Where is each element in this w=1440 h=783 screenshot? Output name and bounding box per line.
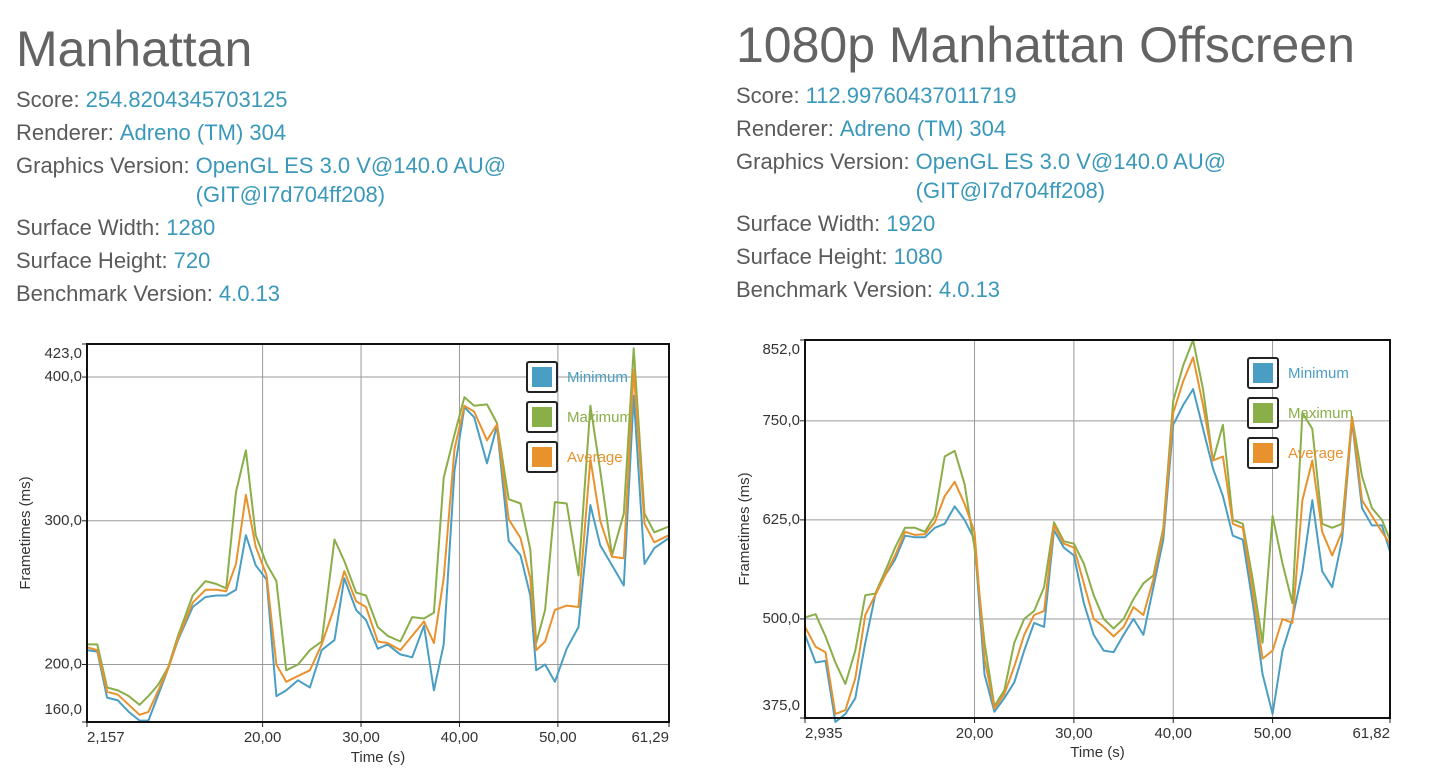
series-line [804,339,1391,708]
y-tick-label: 625,0 [762,511,800,528]
field-label: Renderer: [16,120,114,145]
x-tick-label: 20,00 [956,725,994,742]
info-field: Surface Width: 1920 [736,209,1355,238]
field-value: Adreno (TM) 304 [119,120,287,145]
legend-swatch [1253,363,1273,383]
legend-label: Minimum [567,369,628,386]
field-value: OpenGL ES 3.0 V@140.0 AU@ (GIT@I7d704ff2… [915,149,1227,203]
field-value: 720 [173,248,211,273]
field-label: Benchmark Version: [16,281,213,306]
x-tick-label: 20,00 [244,729,282,746]
benchmark-panel: Manhattan Score: 254.8204345703125 Rendere… [16,21,526,312]
x-tick-label: 50,00 [539,729,577,746]
field-value: 4.0.13 [938,277,1001,302]
y-tick-label: 852,0 [762,341,800,358]
panel-title: Manhattan [16,21,253,77]
x-tick-label: 61,29 [631,729,669,746]
series-line [87,347,670,706]
plot-border [804,339,1391,719]
plot-background [805,340,1390,718]
x-tick-label: 30,00 [1055,725,1093,742]
y-tick-label: 750,0 [762,412,800,429]
y-tick-label: 160,0 [44,701,82,718]
field-value: 1920 [886,211,936,236]
x-axis-label: Time (s) [1070,744,1124,761]
field-label: Benchmark Version: [736,277,933,302]
info-field: Renderer: Adreno (TM) 304 [736,114,1355,143]
x-tick-label: 2,935 [805,725,843,742]
y-tick-label: 375,0 [762,697,800,714]
legend-swatch [532,447,552,467]
field-label: Surface Width: [16,215,161,240]
x-tick-label: 2,157 [87,729,125,746]
field-label: Graphics Version: [16,153,190,178]
field-value: 4.0.13 [218,281,281,306]
legend-label: Average [567,449,623,466]
field-label: Surface Width: [736,211,881,236]
info-field: Graphics Version: OpenGL ES 3.0 V@140.0 A… [736,147,1355,205]
legend-swatch [1253,443,1273,463]
y-tick-label: 200,0 [44,655,82,672]
plot-border [86,343,670,723]
info-field: Renderer: Adreno (TM) 304 [16,118,526,147]
legend-swatch [532,407,552,427]
field-label: Surface Height: [16,248,168,273]
x-tick-label: 40,00 [1154,725,1192,742]
field-value: 1280 [166,215,216,240]
info-field: Surface Width: 1280 [16,213,526,242]
legend-swatch [1253,403,1273,423]
x-tick-label: 30,00 [342,729,380,746]
info-field: Benchmark Version: 4.0.13 [736,275,1355,304]
y-axis-label: Frametimes (ms) [736,472,753,585]
info-field: Score: 112.99760437011719 [736,81,1355,110]
legend-label: Average [1288,445,1344,462]
x-axis-label: Time (s) [351,749,405,766]
series-line [804,356,1391,715]
legend-label: Maximum [1288,405,1353,422]
field-value: 1080 [893,244,943,269]
y-tick-label: 500,0 [762,610,800,627]
field-value: 254.8204345703125 [85,87,288,112]
panel-title: 1080p Manhattan Offscreen [736,17,1355,73]
field-value: 112.99760437011719 [805,83,1017,108]
benchmark-panel: 1080p Manhattan Offscreen Score: 112.9976… [736,17,1355,308]
field-label: Renderer: [736,116,834,141]
legend-label: Minimum [1288,365,1349,382]
info-field: Surface Height: 720 [16,246,526,275]
field-label: Surface Height: [736,244,888,269]
field-value: OpenGL ES 3.0 V@140.0 AU@ (GIT@I7d704ff2… [195,153,507,207]
field-label: Graphics Version: [736,149,910,174]
y-tick-label: 400,0 [44,368,82,385]
field-list: Score: 254.8204345703125 Renderer: Adreno (… [16,85,526,308]
x-tick-label: 50,00 [1254,725,1292,742]
y-axis-label: Frametimes (ms) [17,476,34,589]
info-field: Benchmark Version: 4.0.13 [16,279,526,308]
legend-swatch [532,367,552,387]
y-tick-label: 423,0 [44,345,82,362]
x-tick-label: 61,82 [1352,725,1390,742]
info-field: Score: 254.8204345703125 [16,85,526,114]
info-field: Graphics Version: OpenGL ES 3.0 V@140.0 A… [16,151,526,209]
field-list: Score: 112.99760437011719 Renderer: Adreno … [736,81,1355,304]
field-value: Adreno (TM) 304 [839,116,1007,141]
series-line [86,368,670,716]
x-tick-label: 40,00 [441,729,479,746]
legend-label: Maximum [567,409,632,426]
info-field: Surface Height: 1080 [736,242,1355,271]
field-label: Score: [736,83,800,108]
field-label: Score: [16,87,80,112]
y-tick-label: 300,0 [44,512,82,529]
